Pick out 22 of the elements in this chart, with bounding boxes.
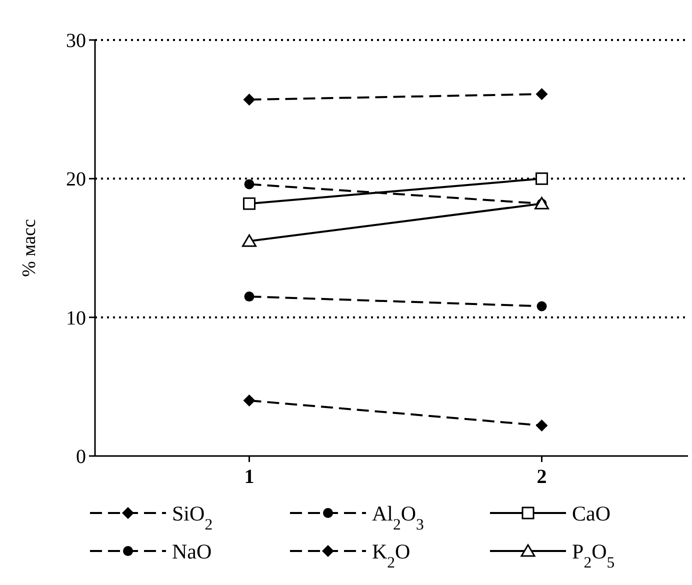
y-axis-title: % масс [19, 219, 40, 277]
y-tick-label: 20 [66, 168, 86, 191]
point [243, 197, 256, 210]
y-tick-label: 10 [66, 307, 86, 330]
point [244, 179, 254, 190]
point [244, 292, 254, 302]
point [536, 301, 547, 312]
x-tick-label: 1 [244, 466, 254, 488]
legend-label: P$_{2}$O$_{5}$ [572, 539, 615, 571]
point [536, 88, 548, 100]
legend-label: NaO [172, 539, 212, 564]
point [243, 94, 256, 106]
legend-label: CaO [572, 501, 610, 526]
point [243, 394, 256, 407]
point [536, 172, 548, 185]
y-tick-label: 30 [66, 30, 86, 52]
legend-label: Al$_{2}$O$_{3}$ [372, 501, 424, 533]
y-tick-label: 0 [76, 446, 86, 468]
legend-label: K$_{2}$O [372, 539, 410, 571]
point [536, 419, 548, 432]
x-tick-label: 2 [536, 466, 547, 488]
legend-label: SiO$_{2}$ [172, 501, 213, 533]
